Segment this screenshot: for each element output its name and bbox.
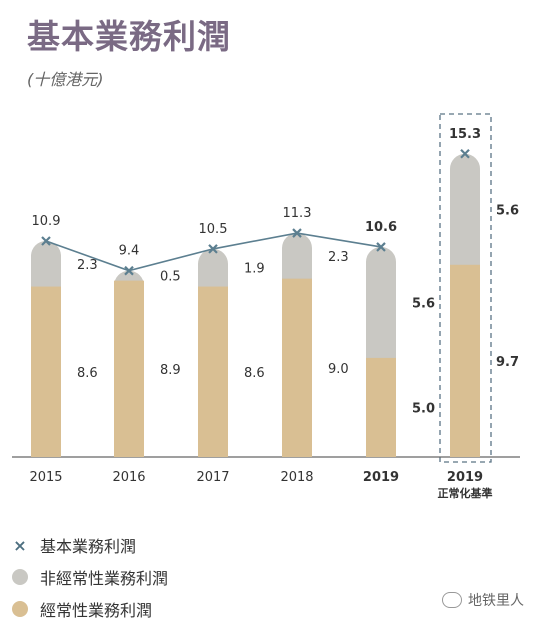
bar-recurring-3 — [282, 278, 312, 457]
data-label-nonrecurring-2: 1.9 — [244, 262, 265, 277]
legend-item-nonrecurring-profit: 非經常性業務利潤 — [12, 565, 168, 589]
x-tick-label-4: 2019 — [363, 470, 399, 485]
x-tick-label-3: 2018 — [280, 470, 313, 485]
legend-label-recurring-profit: 經常性業務利潤 — [40, 601, 153, 620]
data-label-nonrecurring-3: 2.3 — [328, 250, 349, 265]
bar-recurring-1 — [114, 280, 144, 457]
data-label-recurring-0: 8.6 — [77, 366, 98, 381]
legend-item-underlying-profit: × 基本業務利潤 — [12, 533, 136, 557]
watermark: 地铁里人 — [442, 590, 524, 610]
watermark-label: 地铁里人 — [468, 593, 524, 609]
bar-recurring-4 — [366, 357, 396, 457]
total-marker-5 — [460, 149, 470, 159]
line-marker-1 — [124, 265, 134, 276]
data-label-total-0: 10.9 — [32, 214, 61, 229]
chart-title: 基本業務利潤 — [27, 17, 231, 56]
highlight-box — [439, 113, 492, 463]
wechat-icon — [442, 592, 462, 608]
data-label-recurring-1: 8.9 — [160, 363, 181, 378]
x-tick-label-5: 2019 — [447, 470, 483, 485]
bar-recurring-5 — [450, 264, 480, 457]
data-label-total-4: 10.6 — [365, 220, 397, 235]
data-label-total-1: 9.4 — [119, 244, 140, 259]
data-label-total-3: 11.3 — [283, 206, 312, 221]
line-marker-0 — [41, 236, 51, 246]
data-label-nonrecurring-1: 0.5 — [160, 270, 181, 285]
x-tick-sublabel-5: 正常化基準 — [438, 486, 493, 500]
line-marker-3 — [292, 228, 302, 238]
x-tick-label-1: 2016 — [112, 470, 145, 485]
line-marker-4 — [376, 242, 386, 252]
x-tick-label-2: 2017 — [196, 470, 229, 485]
cross-marker-icon: × — [13, 535, 27, 555]
bar-recurring-0 — [31, 286, 61, 457]
data-label-recurring-3: 9.0 — [328, 362, 349, 377]
x-tick-label-0: 2015 — [29, 470, 62, 485]
data-label-recurring-4: 5.0 — [412, 401, 435, 416]
data-label-recurring-2: 8.6 — [244, 366, 265, 381]
stacked-bar-chart: 8.6 2.3 10.9 2015 8.9 0.5 9.4 2016 8.6 1.9 10.5 201… — [12, 113, 520, 500]
chart-subtitle: (十億港元) — [27, 70, 104, 89]
data-label-nonrecurring-0: 2.3 — [77, 258, 98, 273]
data-label-nonrecurring-5: 5.6 — [496, 203, 519, 218]
legend-label-nonrecurring-profit: 非經常性業務利潤 — [40, 569, 169, 588]
grey-circle-icon — [12, 569, 28, 585]
data-label-recurring-5: 9.7 — [496, 355, 519, 370]
legend-label-underlying-profit: 基本業務利潤 — [40, 537, 137, 556]
data-label-nonrecurring-4: 5.6 — [412, 296, 435, 311]
legend-item-recurring-profit: 經常性業務利潤 — [12, 597, 152, 621]
bar-recurring-2 — [198, 286, 228, 457]
tan-circle-icon — [12, 601, 28, 617]
data-label-total-2: 10.5 — [199, 222, 228, 237]
line-marker-2 — [208, 244, 218, 254]
data-label-total-5: 15.3 — [449, 127, 481, 142]
